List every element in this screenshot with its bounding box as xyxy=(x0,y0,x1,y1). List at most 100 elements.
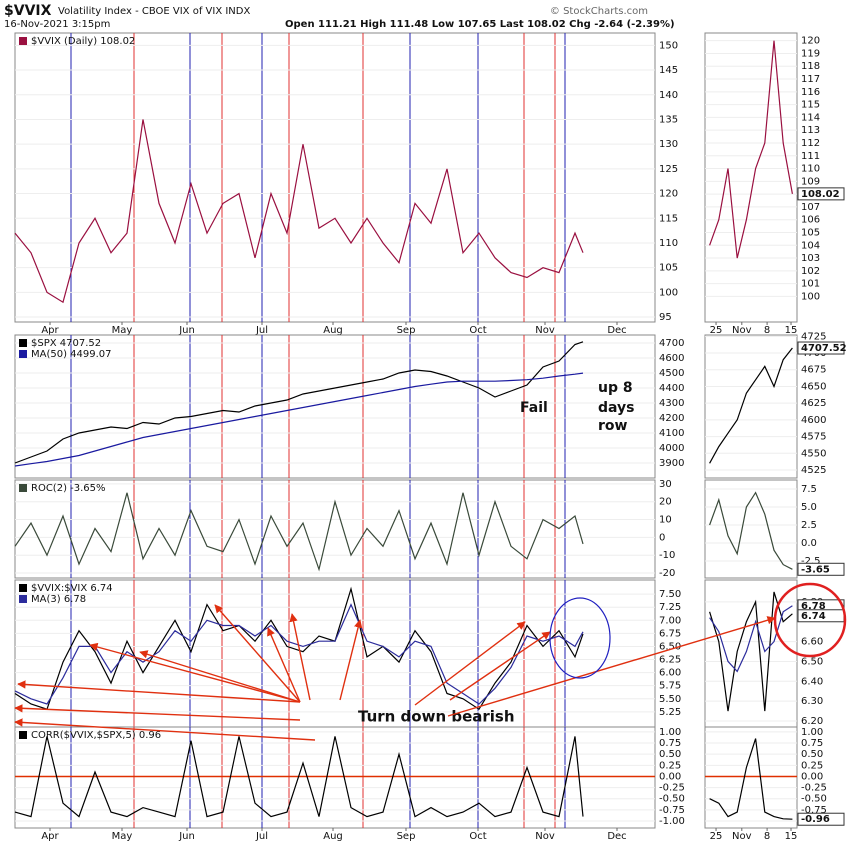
y-tick-label: 125 xyxy=(659,164,678,175)
y-tick-label: 3900 xyxy=(659,458,684,469)
y-tick-label: 100 xyxy=(659,287,678,298)
y-tick-label: 4500 xyxy=(659,368,684,379)
y-tick-label: 0.25 xyxy=(801,760,823,771)
quote: Open 111.21 High 111.48 Low 107.65 Last … xyxy=(285,19,675,30)
y-tick-label: 7.5 xyxy=(801,484,817,495)
y-tick-label: -10 xyxy=(659,550,675,561)
y-tick-label: -2.5 xyxy=(801,556,821,567)
y-tick-label: 119 xyxy=(801,48,820,59)
annotation: Turn down bearish xyxy=(358,708,515,726)
x-tick-label: Dec xyxy=(607,831,626,842)
y-tick-label: 5.0 xyxy=(801,502,817,513)
y-tick-label: 140 xyxy=(659,90,678,101)
legend-label: CORR($VVIX,$SPX,5) 0.96 xyxy=(31,730,161,741)
legend-swatch xyxy=(19,350,27,358)
y-tick-label: 4625 xyxy=(801,398,826,409)
y-tick-label: 6.50 xyxy=(801,656,823,667)
panel-frame xyxy=(14,726,656,829)
y-tick-label: 102 xyxy=(801,266,820,277)
annotation-arrow xyxy=(449,631,551,701)
y-tick-label: 115 xyxy=(659,213,678,224)
panel-frame xyxy=(704,479,798,579)
y-tick-label: 145 xyxy=(659,65,678,76)
series-line xyxy=(14,492,584,572)
y-tick-label: 0.00 xyxy=(659,771,681,782)
series-line xyxy=(14,603,584,705)
y-tick-label: 95 xyxy=(659,312,672,323)
y-tick-label: 116 xyxy=(801,87,820,98)
last-value-label: 4707.52 xyxy=(801,343,847,354)
annotation-arrow xyxy=(214,604,301,703)
y-tick-label: 6.50 xyxy=(659,641,681,652)
y-tick-label: 109 xyxy=(801,176,820,187)
y-tick-label: 150 xyxy=(659,40,678,51)
last-value-tag xyxy=(797,562,845,576)
y-tick-label: 7.50 xyxy=(659,589,681,600)
panel-frame xyxy=(14,32,656,323)
y-tick-label: 0.75 xyxy=(659,738,681,749)
x-tick-label: Nov xyxy=(535,325,555,336)
highlight-circle xyxy=(773,582,847,658)
annotation-arrow xyxy=(414,621,526,706)
panel-frame xyxy=(704,334,798,479)
y-tick-label: 0.0 xyxy=(801,538,817,549)
series-line xyxy=(709,347,793,464)
y-tick-label: 4650 xyxy=(801,381,826,392)
y-tick-label: 0.50 xyxy=(659,749,681,760)
y-tick-label: 4100 xyxy=(659,428,684,439)
y-tick-label: 4600 xyxy=(801,415,826,426)
y-tick-label: 111 xyxy=(801,151,820,162)
legend-label: $VVIX:$VIX 6.74 xyxy=(31,583,113,594)
legend-label: ROC(2) -3.65% xyxy=(31,483,106,494)
y-tick-label: 112 xyxy=(801,138,820,149)
x-tick-label: Dec xyxy=(607,325,626,336)
legend-label: MA(50) 4499.07 xyxy=(31,349,112,360)
highlight-circle xyxy=(549,597,611,679)
x-tick-label: 15 xyxy=(785,831,798,842)
x-tick-label: May xyxy=(112,325,133,336)
series-line xyxy=(709,40,793,259)
series-line xyxy=(709,491,793,570)
y-tick-label: 4575 xyxy=(801,432,826,443)
last-value-label: -3.65 xyxy=(801,564,830,575)
y-tick-label: -1.00 xyxy=(659,816,685,827)
y-tick-label: 0.50 xyxy=(801,749,823,760)
y-tick-label: 120 xyxy=(659,189,678,200)
y-tick-label: 4725 xyxy=(801,331,826,342)
annotation-arrow xyxy=(289,613,311,701)
y-tick-label: 113 xyxy=(801,125,820,136)
y-tick-label: 4600 xyxy=(659,353,684,364)
annotation-arrow xyxy=(267,627,301,703)
x-tick-label: May xyxy=(112,831,133,842)
y-tick-label: 1.00 xyxy=(801,727,823,738)
last-value-label: 6.74 xyxy=(801,611,826,622)
y-tick-label: 0 xyxy=(659,532,665,543)
last-value-label: -0.96 xyxy=(801,814,830,825)
y-tick-label: 6.00 xyxy=(659,668,681,679)
x-tick-label: Oct xyxy=(469,831,486,842)
series-line xyxy=(709,605,793,673)
x-tick-label: Nov xyxy=(535,831,555,842)
y-tick-label: 115 xyxy=(801,100,820,111)
y-tick-label: 107 xyxy=(801,202,820,213)
y-tick-label: 4000 xyxy=(659,443,684,454)
y-tick-label: 0.25 xyxy=(659,760,681,771)
x-tick-label: Aug xyxy=(323,831,343,842)
y-tick-label: 5.50 xyxy=(659,694,681,705)
series-line xyxy=(14,119,584,304)
x-tick-label: Jul xyxy=(255,325,268,336)
legend-label: MA(3) 6.78 xyxy=(31,594,86,605)
annotation-arrow xyxy=(339,619,363,701)
annotation-arrow xyxy=(17,680,301,703)
y-tick-label: 5.25 xyxy=(659,707,681,718)
timestamp: 16-Nov-2021 3:15pm xyxy=(4,19,110,30)
y-tick-label: 2.5 xyxy=(801,520,817,531)
x-tick-label: 25 xyxy=(710,831,723,842)
y-tick-label: -0.50 xyxy=(801,794,827,805)
annotation-arrow xyxy=(447,616,776,717)
y-tick-label: 4525 xyxy=(801,465,826,476)
legend-label: $SPX 4707.52 xyxy=(31,338,101,349)
last-value-tag xyxy=(797,341,845,355)
symbol: $VVIX xyxy=(4,3,52,19)
